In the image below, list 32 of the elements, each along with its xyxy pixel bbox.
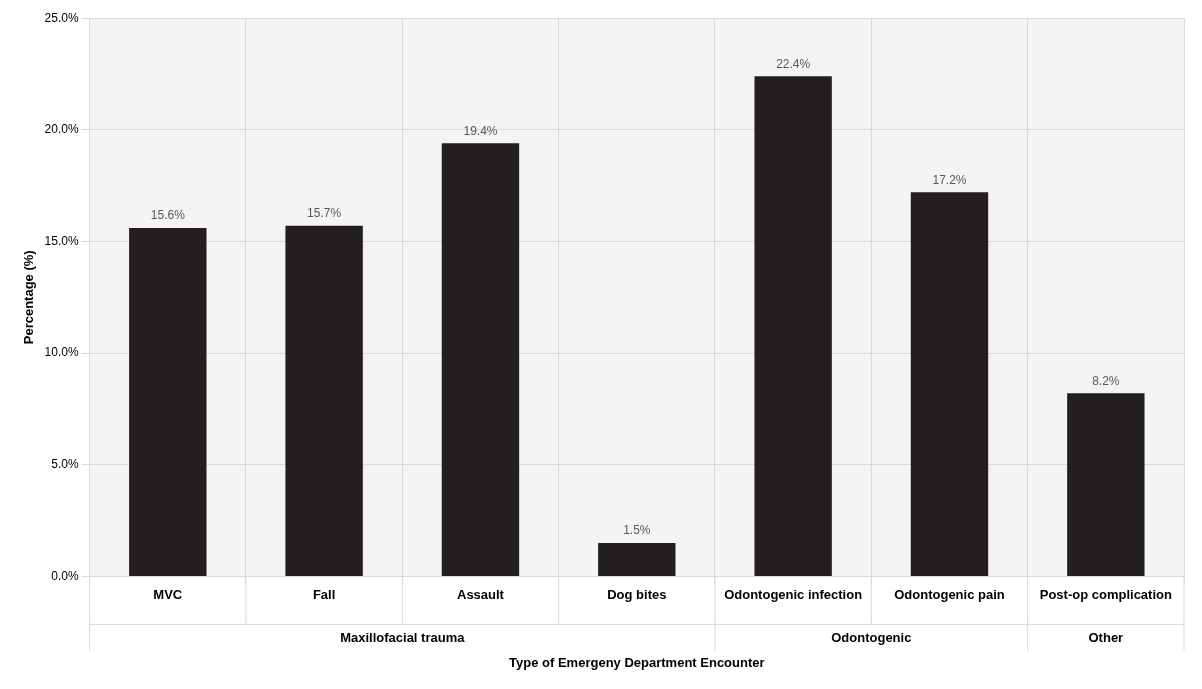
bar [598, 542, 676, 576]
x-tick-label: Assault [456, 586, 505, 602]
bar [1067, 393, 1145, 576]
bar [129, 228, 207, 576]
x-tick-label: Dog bites [607, 586, 667, 602]
y-axis-title: Percentage (%) [21, 250, 37, 345]
y-tick-label: 0.0% [51, 568, 79, 583]
y-tick-label: 10.0% [44, 345, 79, 360]
bar [441, 143, 520, 576]
data-label: 15.7% [307, 206, 342, 221]
text: Odontogenic [831, 629, 912, 645]
x-tick-label: Odontogenic pain [894, 586, 1005, 602]
y-tick-label: 5.0% [51, 457, 79, 472]
data-label: 15.6% [150, 208, 186, 223]
x-tick-label: Post-op complication [1039, 586, 1172, 602]
data-label: 1.5% [623, 523, 651, 538]
y-tick-label: 15.0% [44, 233, 79, 248]
bar [754, 76, 832, 576]
text: Other [1088, 629, 1124, 645]
x-tick-label: MVC [153, 586, 183, 602]
x-tick-label: Odontogenic infection [724, 586, 863, 602]
text: Maxillofacial trauma [340, 629, 466, 645]
x-tick-label: Fall [312, 586, 336, 602]
y-tick-label: 20.0% [44, 122, 79, 137]
data-label: 19.4% [463, 123, 498, 138]
bar [910, 192, 989, 576]
y-tick-label: 25.0% [44, 10, 79, 25]
data-label: 17.2% [932, 172, 967, 187]
data-label: 8.2% [1092, 373, 1120, 388]
data-label: 22.4% [776, 56, 811, 71]
x-axis-title: Type of Emergeny Department Encounter [509, 654, 765, 670]
bar [285, 225, 363, 576]
